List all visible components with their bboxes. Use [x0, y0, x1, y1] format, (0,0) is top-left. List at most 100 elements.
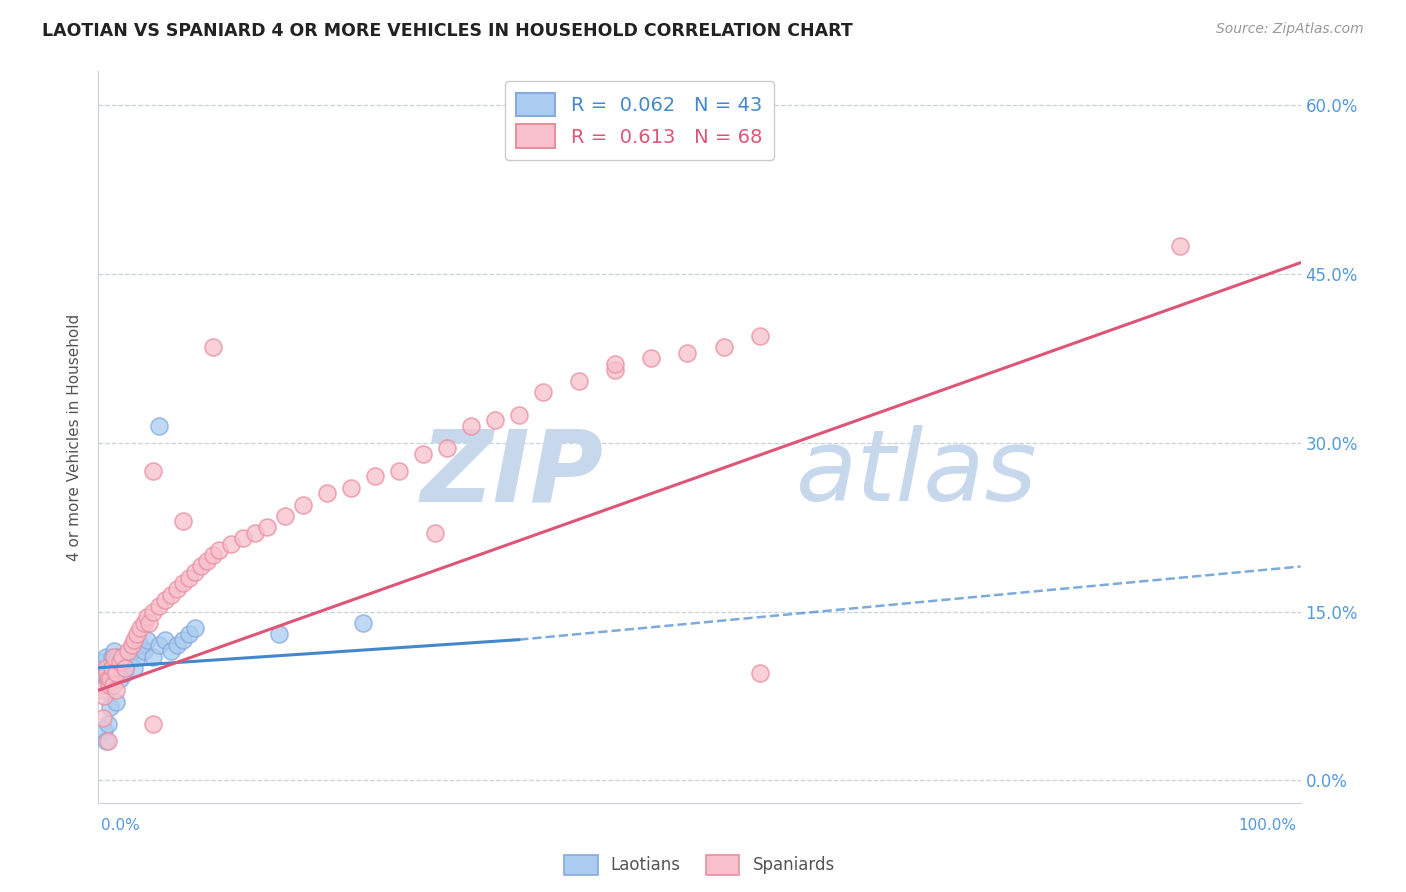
Point	[340, 481, 363, 495]
Point	[97, 717, 120, 731]
Text: atlas: atlas	[796, 425, 1038, 522]
Point	[125, 627, 148, 641]
Point	[315, 486, 337, 500]
Point	[108, 655, 131, 669]
Point	[125, 649, 148, 664]
Point	[232, 532, 254, 546]
Point	[201, 340, 224, 354]
Point	[94, 649, 117, 664]
Point	[124, 632, 146, 647]
Point	[208, 542, 231, 557]
Point	[388, 464, 411, 478]
Point	[108, 672, 131, 686]
Point	[114, 666, 136, 681]
Point	[291, 498, 314, 512]
Point	[177, 571, 200, 585]
Point	[132, 644, 155, 658]
Point	[103, 649, 125, 664]
Point	[159, 644, 181, 658]
Point	[124, 661, 146, 675]
Point	[98, 666, 121, 681]
Point	[110, 661, 132, 675]
Point	[267, 627, 290, 641]
Point	[101, 655, 124, 669]
Point	[352, 615, 374, 630]
Point	[148, 638, 170, 652]
Point	[93, 723, 115, 737]
Point	[105, 666, 128, 681]
Point	[689, 132, 711, 146]
Point	[1170, 239, 1192, 253]
Point	[141, 605, 163, 619]
Point	[141, 464, 163, 478]
Point	[364, 469, 387, 483]
Point	[100, 672, 122, 686]
Point	[148, 418, 170, 433]
Point	[172, 632, 194, 647]
Point	[135, 610, 157, 624]
Point	[105, 694, 128, 708]
Point	[103, 644, 125, 658]
Point	[97, 672, 120, 686]
Point	[96, 661, 118, 675]
Point	[97, 672, 120, 686]
Point	[243, 525, 266, 540]
Point	[129, 621, 152, 635]
Point	[172, 515, 194, 529]
Point	[183, 621, 205, 635]
Point	[117, 655, 139, 669]
Point	[94, 734, 117, 748]
Point	[96, 666, 118, 681]
Point	[129, 638, 152, 652]
Point	[121, 644, 143, 658]
Point	[91, 683, 114, 698]
Point	[107, 649, 129, 664]
Text: 100.0%: 100.0%	[1239, 818, 1296, 832]
Point	[101, 678, 124, 692]
Point	[91, 678, 114, 692]
Point	[605, 357, 627, 371]
Point	[105, 666, 128, 681]
Point	[91, 711, 114, 725]
Point	[117, 644, 139, 658]
Point	[748, 666, 770, 681]
Point	[190, 559, 212, 574]
Point	[219, 537, 242, 551]
Point	[138, 615, 160, 630]
Point	[274, 508, 297, 523]
Point	[97, 734, 120, 748]
Point	[93, 655, 115, 669]
Point	[111, 655, 134, 669]
Point	[172, 576, 194, 591]
Point	[423, 525, 446, 540]
Point	[100, 661, 122, 675]
Point	[153, 593, 176, 607]
Point	[183, 565, 205, 579]
Point	[100, 649, 122, 664]
Text: 0.0%: 0.0%	[101, 818, 141, 832]
Point	[484, 413, 506, 427]
Point	[94, 661, 117, 675]
Point	[111, 649, 134, 664]
Point	[195, 554, 218, 568]
Point	[121, 638, 143, 652]
Text: ZIP: ZIP	[420, 425, 603, 522]
Point	[568, 374, 591, 388]
Point	[436, 442, 458, 456]
Point	[531, 385, 554, 400]
Point	[100, 661, 122, 675]
Point	[148, 599, 170, 613]
Point	[166, 638, 188, 652]
Point	[508, 408, 530, 422]
Point	[91, 666, 114, 681]
Point	[640, 351, 662, 366]
Point	[105, 683, 128, 698]
Point	[104, 661, 127, 675]
Point	[153, 632, 176, 647]
Point	[201, 548, 224, 562]
Point	[676, 345, 699, 359]
Point	[141, 717, 163, 731]
Text: Source: ZipAtlas.com: Source: ZipAtlas.com	[1216, 22, 1364, 37]
Y-axis label: 4 or more Vehicles in Household: 4 or more Vehicles in Household	[67, 313, 83, 561]
Point	[132, 615, 155, 630]
